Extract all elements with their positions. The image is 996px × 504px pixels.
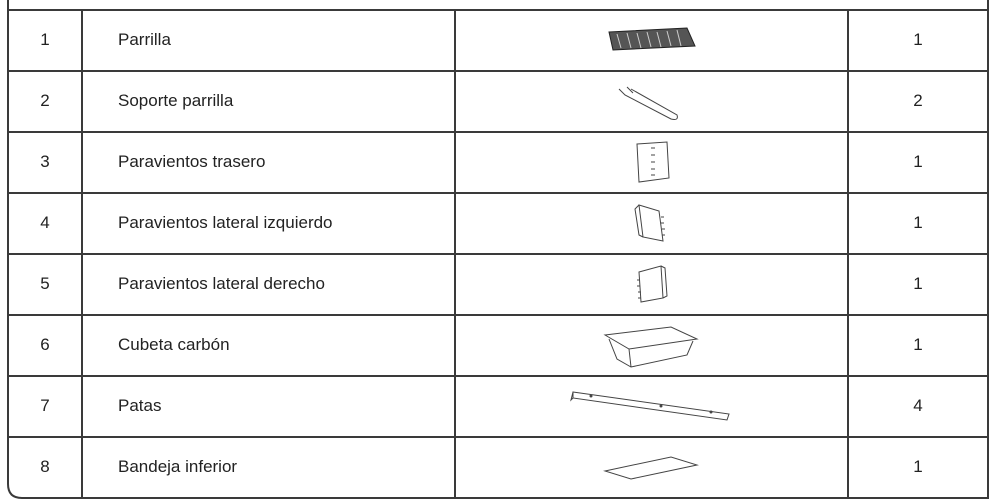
part-name: Paravientos lateral izquierdo	[118, 213, 333, 232]
part-name: Paravientos trasero	[118, 152, 265, 171]
part-quantity: 1	[913, 457, 922, 476]
part-quantity: 4	[913, 396, 922, 415]
icon-support	[618, 86, 678, 120]
part-number: 3	[40, 152, 49, 171]
part-quantity: 1	[913, 213, 922, 232]
part-name: Patas	[118, 396, 161, 415]
part-number: 5	[40, 274, 49, 293]
part-quantity: 1	[913, 335, 922, 354]
icon-right	[637, 265, 668, 303]
part-name: Paravientos lateral derecho	[118, 274, 325, 293]
icons	[570, 27, 730, 480]
part-quantity: 1	[913, 152, 922, 171]
part-name: Cubeta carbón	[118, 335, 230, 354]
part-name: Parrilla	[118, 30, 171, 49]
part-number: 4	[40, 213, 49, 232]
icon-tray	[603, 326, 699, 368]
part-quantity: 1	[913, 30, 922, 49]
part-name: Soporte parrilla	[118, 91, 234, 110]
icon-left	[634, 204, 665, 242]
icon-rear	[636, 141, 670, 183]
icon-grill	[608, 27, 696, 51]
icon-bottom-tray	[603, 456, 699, 480]
icon-legs	[570, 391, 730, 421]
part-number: 6	[40, 335, 49, 354]
part-number: 2	[40, 91, 49, 110]
part-name: Bandeja inferior	[118, 457, 237, 476]
part-number: 8	[40, 457, 49, 476]
part-quantity: 2	[913, 91, 922, 110]
table-border	[7, 0, 989, 499]
part-number: 7	[40, 396, 49, 415]
part-quantity: 1	[913, 274, 922, 293]
part-number: 1	[40, 30, 49, 49]
